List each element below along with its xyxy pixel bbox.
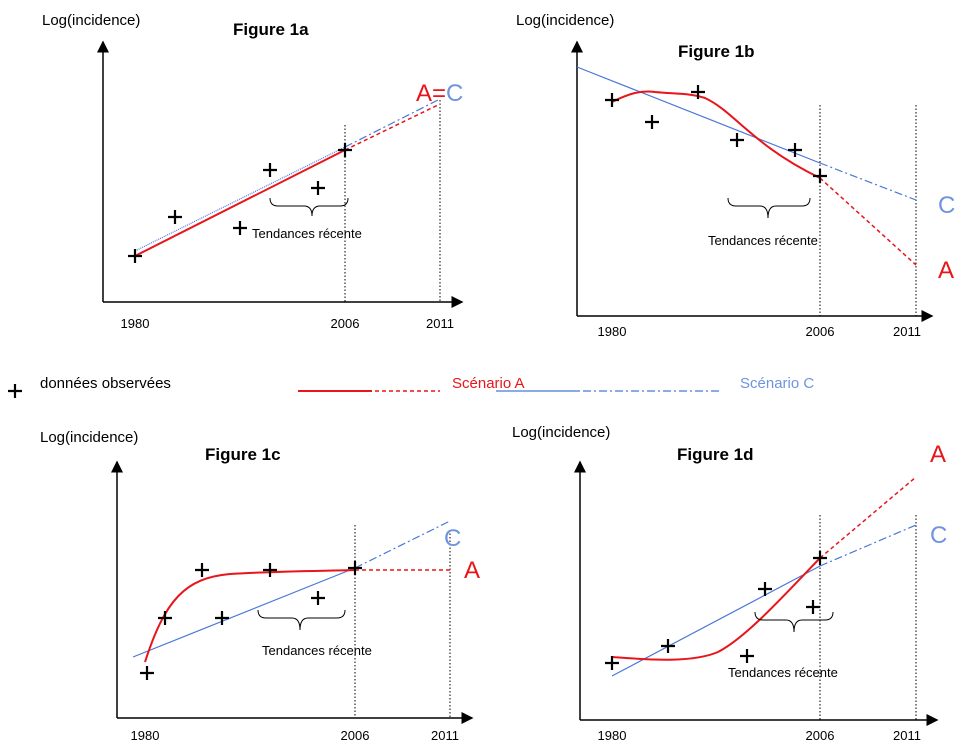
scenario-a-line [611, 90, 821, 179]
figure-title: Figure 1d [677, 445, 754, 464]
figure-1c: Log(incidence) Figure 1c 1980 2006 2011 … [40, 429, 480, 743]
legend-marker [6, 382, 24, 400]
y-label: Log(incidence) [512, 424, 610, 441]
scenario-c-line [576, 66, 821, 164]
observed-point [811, 167, 829, 185]
scenario-a-projection [344, 103, 441, 151]
observed-point [728, 131, 746, 149]
x-label: 1980 [598, 324, 627, 339]
y-label: Log(incidence) [40, 429, 138, 446]
x-label: 2006 [331, 316, 360, 331]
scenario-c-line [132, 567, 356, 658]
brace [269, 197, 349, 217]
x-label: 1980 [598, 728, 627, 743]
x-label: 1980 [121, 316, 150, 331]
x-label: 2006 [341, 728, 370, 743]
scenario-a-projection [819, 177, 917, 266]
annotation: Tendances récente [252, 226, 362, 241]
label-equals: = [432, 80, 446, 107]
observed-point [643, 113, 661, 131]
y-label: Log(incidence) [516, 12, 614, 29]
x-label: 2006 [806, 728, 835, 743]
x-label: 2011 [431, 728, 459, 743]
brace [754, 611, 834, 633]
observed-point [166, 208, 184, 226]
annotation: Tendances récente [262, 643, 372, 658]
scenario-c-projection [819, 524, 917, 567]
end-label: A [464, 557, 480, 584]
observed-point [756, 580, 774, 598]
observed-point [346, 559, 364, 577]
figure-1b: Log(incidence) Figure 1b 1980 2006 2011 … [516, 12, 955, 339]
end-label: A=C [416, 80, 463, 107]
end-label: C [938, 192, 955, 219]
figure-1a: Log(incidence) Figure 1a 1980 2006 2011 … [42, 12, 464, 331]
figure-title: Figure 1b [678, 42, 755, 61]
scenario-a-line [134, 149, 346, 257]
observed-point [738, 647, 756, 665]
x-label: 1980 [131, 728, 160, 743]
scenario-c-line [611, 565, 821, 677]
annotation: Tendances récente [708, 233, 818, 248]
observed-point [309, 179, 327, 197]
scenario-c-projection [344, 98, 441, 148]
observed-point [603, 91, 621, 109]
x-label: 2006 [806, 324, 835, 339]
scenario-c-projection [354, 520, 451, 569]
brace [257, 609, 346, 631]
scenario-a-line [611, 557, 821, 661]
scenario-c-projection [819, 162, 917, 201]
observed-point [659, 637, 677, 655]
observed-point [261, 161, 279, 179]
observed-point [231, 219, 249, 237]
observed-point [138, 664, 156, 682]
figure-title: Figure 1c [205, 445, 281, 464]
legend: données observées Scénario A Scénario C [6, 375, 814, 400]
y-label: Log(incidence) [42, 12, 140, 29]
x-label: 2011 [893, 728, 921, 743]
observed-point [309, 589, 327, 607]
figure-1d: Log(incidence) Figure 1d 1980 2006 2011 … [512, 424, 947, 743]
annotation: Tendances récente [728, 665, 838, 680]
observed-point [804, 598, 822, 616]
label-a: A [416, 80, 432, 107]
end-label: A [938, 257, 954, 284]
end-label: C [930, 522, 947, 549]
x-label: 2011 [893, 324, 921, 339]
legend-label: Scénario C [740, 375, 814, 392]
observed-point [193, 561, 211, 579]
observed-point [261, 561, 279, 579]
legend-label: Scénario A [452, 375, 525, 392]
brace [727, 197, 811, 219]
observed-point [126, 247, 144, 265]
end-label: A [930, 441, 946, 468]
end-label: C [444, 525, 461, 552]
x-label: 2011 [426, 316, 454, 331]
label-c: C [446, 80, 463, 107]
figure-title: Figure 1a [233, 20, 309, 39]
legend-label: données observées [40, 375, 171, 392]
